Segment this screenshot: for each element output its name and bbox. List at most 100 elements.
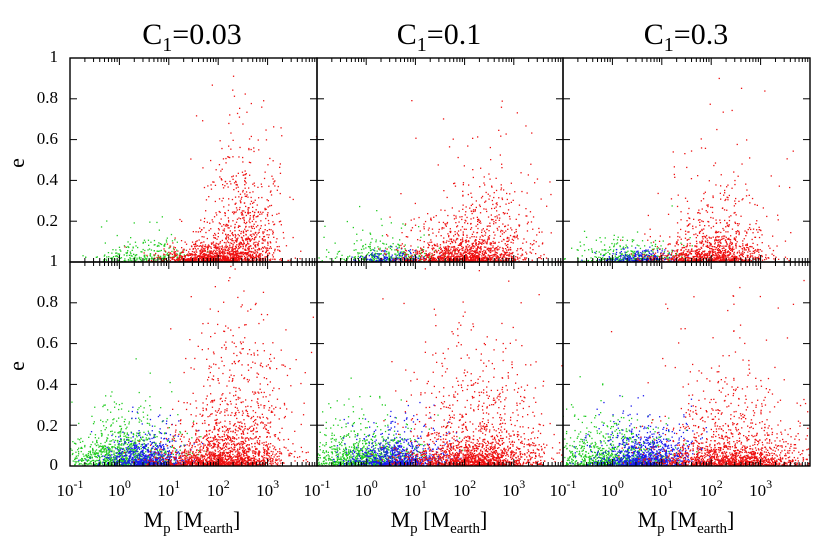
- data-point-red: [514, 232, 516, 234]
- data-point-red: [253, 214, 255, 216]
- data-point-red: [464, 248, 467, 250]
- data-point-red: [244, 211, 246, 214]
- data-point-red: [465, 239, 467, 241]
- data-point-red: [462, 184, 464, 186]
- data-point-green: [663, 251, 666, 253]
- data-point-red: [484, 239, 486, 241]
- data-point-red: [507, 224, 509, 226]
- data-point-green: [420, 236, 422, 238]
- data-point-red: [240, 232, 242, 235]
- data-point-red: [247, 236, 249, 238]
- data-point-red: [695, 240, 698, 242]
- data-point-red: [476, 252, 478, 254]
- data-point-green: [376, 210, 378, 212]
- data-point-red: [715, 260, 717, 262]
- data-point-red: [445, 252, 447, 254]
- data-point-red: [489, 258, 491, 261]
- data-point-red: [219, 223, 221, 225]
- data-point-red: [209, 250, 211, 252]
- data-point-green: [163, 256, 165, 258]
- data-point-red: [276, 246, 278, 248]
- data-point-red: [429, 241, 431, 243]
- data-point-blue: [648, 251, 650, 253]
- data-point-green: [144, 249, 146, 252]
- data-point-red: [426, 255, 428, 257]
- data-point-green: [158, 229, 160, 231]
- data-point-red: [448, 254, 450, 256]
- data-point-green: [174, 239, 176, 241]
- data-point-red: [788, 259, 790, 262]
- data-point-red: [486, 248, 488, 250]
- data-point-red: [260, 259, 262, 261]
- data-point-red: [462, 257, 464, 259]
- data-point-green: [106, 220, 108, 222]
- data-point-blue: [622, 259, 625, 261]
- data-point-red: [475, 239, 477, 242]
- data-point-red: [214, 247, 216, 249]
- data-point-red: [225, 249, 227, 252]
- data-point-green: [336, 253, 339, 255]
- data-point-red: [484, 241, 486, 243]
- data-point-red: [253, 241, 255, 244]
- data-point-red: [467, 193, 469, 196]
- data-point-green: [633, 239, 635, 241]
- data-point-blue: [372, 254, 374, 257]
- data-point-green: [632, 250, 634, 252]
- data-point-red: [195, 241, 197, 243]
- data-point-red: [478, 254, 480, 256]
- data-point-red: [226, 251, 228, 254]
- data-point-green: [157, 250, 160, 252]
- data-point-red: [246, 111, 248, 113]
- data-point-red: [170, 257, 172, 259]
- data-point-red: [721, 248, 723, 250]
- data-point-red: [232, 89, 234, 91]
- data-point-red: [472, 169, 474, 171]
- data-point-red: [244, 184, 246, 186]
- data-point-red: [488, 238, 490, 240]
- data-point-red: [538, 257, 540, 259]
- data-point-red: [415, 253, 417, 255]
- data-point-red: [685, 248, 687, 251]
- data-point-red: [206, 237, 208, 240]
- data-point-red: [265, 252, 267, 254]
- data-point-green: [129, 259, 131, 261]
- data-point-red: [443, 242, 445, 244]
- data-point-red: [504, 258, 507, 261]
- data-point-red: [511, 238, 513, 240]
- data-point-red: [220, 258, 222, 260]
- data-point-red: [226, 235, 228, 237]
- data-point-red: [258, 229, 260, 231]
- data-point-red: [270, 194, 273, 196]
- data-point-red: [203, 221, 205, 223]
- data-point-green: [400, 252, 402, 254]
- data-point-red: [470, 254, 472, 256]
- data-point-red: [237, 257, 239, 259]
- data-point-red: [463, 251, 465, 253]
- data-point-red: [679, 254, 681, 256]
- data-point-red: [249, 256, 251, 258]
- data-point-red: [495, 202, 497, 205]
- data-point-red: [234, 226, 236, 228]
- data-point-red: [505, 133, 507, 135]
- data-point-red: [473, 254, 476, 256]
- data-point-blue: [646, 254, 648, 256]
- data-point-blue: [381, 259, 383, 262]
- data-point-green: [583, 230, 586, 232]
- data-point-red: [213, 181, 215, 183]
- data-point-red: [267, 236, 270, 239]
- data-point-blue: [399, 253, 401, 255]
- data-point-red: [240, 198, 242, 200]
- data-point-red: [228, 198, 230, 200]
- data-point-red: [492, 256, 494, 258]
- data-point-red: [274, 180, 276, 182]
- data-point-red: [214, 253, 216, 255]
- data-point-red: [235, 221, 238, 223]
- data-point-red: [243, 210, 245, 212]
- data-point-red: [462, 256, 465, 258]
- data-point-red: [468, 249, 470, 251]
- data-point-blue: [375, 255, 377, 257]
- data-point-red: [272, 183, 274, 185]
- data-point-red: [512, 239, 515, 241]
- data-point-red: [508, 257, 511, 260]
- data-point-red: [467, 252, 469, 254]
